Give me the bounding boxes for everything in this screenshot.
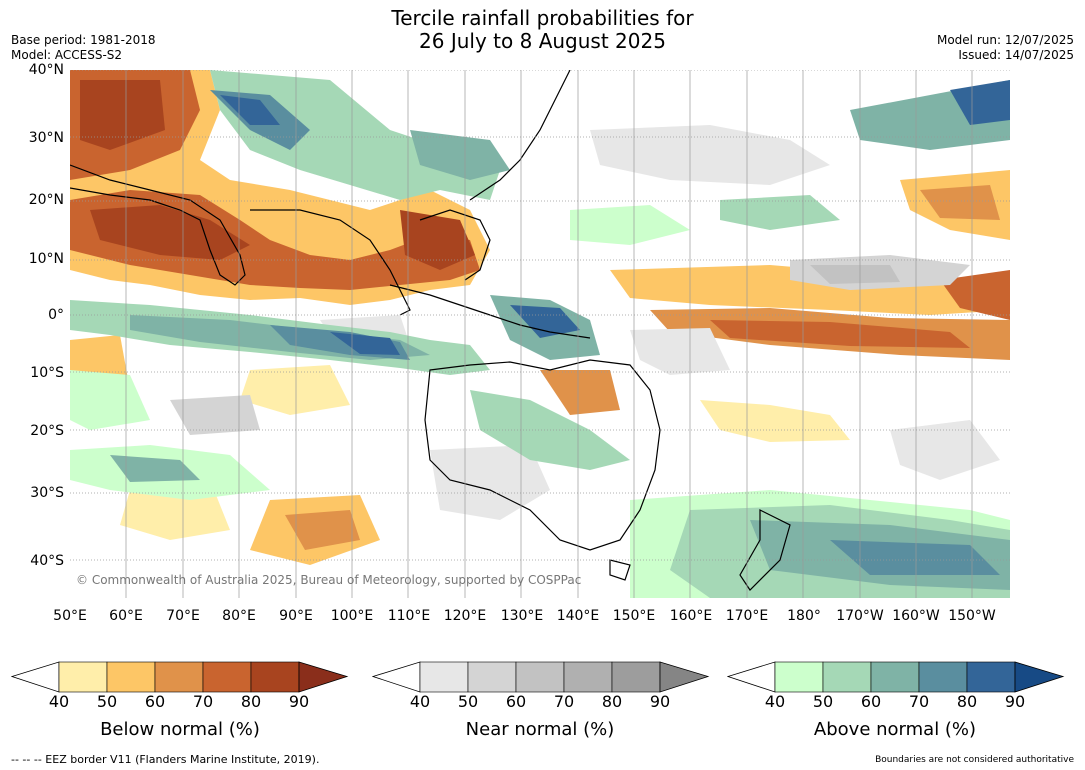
near-colorbar-tick: 40 [409,692,431,711]
boundaries-note: Boundaries are not considered authoritat… [875,755,1074,765]
longitude-label: 180° [787,608,821,624]
below-colorbar-swatch [106,661,156,693]
above-colorbar-swatch [966,661,1016,693]
meridians [125,70,973,598]
below-colorbar-tick: 90 [288,692,310,711]
longitude-label: 150°W [948,608,996,624]
near-colorbar-svg [372,661,710,693]
near-colorbar-tick: 70 [553,692,575,711]
latitude-label: 20°S [30,423,64,439]
longitude-label: 170°W [836,608,884,624]
latitude-label: 40°S [30,553,64,569]
longitude-label: 140°E [556,608,600,624]
copyright-notice: © Commonwealth of Australia 2025, Bureau… [76,573,582,587]
map-title-line1: Tercile rainfall probabilities for [391,6,694,30]
map-title-line2: 26 July to 8 August 2025 [419,29,666,53]
below-colorbar-min-extension [11,661,60,693]
near-colorbar-swatch [563,661,613,693]
latitude-label: 20°N [28,192,64,208]
near-colorbar-swatch [419,661,469,693]
latitude-label: 30°S [30,485,64,501]
model-run-date: Model run: 12/07/2025 [936,33,1074,47]
above-colorbar-swatch [822,661,872,693]
above-colorbar-tick: 70 [908,692,930,711]
latitude-label: 0° [48,307,64,323]
below-colorbar-tick: 40 [48,692,70,711]
gridlines [70,70,1010,561]
latitude-label: 40°N [28,62,64,78]
latitude-label: 30°N [28,130,64,146]
above-normal-regions [70,70,1010,598]
map-canvas [70,70,1010,598]
latitude-label: 10°S [30,365,64,381]
longitude-label: 50°E [53,608,87,624]
issued-date: Issued: 14/07/2025 [958,48,1074,62]
longitude-label: 80°E [222,608,256,624]
near-colorbar-swatch [467,661,517,693]
eez-border-note: -- -- -- EEZ border V11 (Flanders Marine… [11,753,320,766]
longitude-label: 70°E [166,608,200,624]
below-colorbar-svg [11,661,349,693]
coastlines [70,70,791,591]
longitude-label: 120°E [443,608,487,624]
below-colorbar-swatch [202,661,252,693]
near-colorbar-swatch [611,661,661,693]
above-colorbar-swatch [918,661,968,693]
below-normal-regions [70,70,1010,570]
longitude-label: 100°E [330,608,374,624]
longitude-label: 90°E [279,608,313,624]
above-colorbar-tick: 60 [860,692,882,711]
below-colorbar-tick: 80 [240,692,262,711]
longitude-label: 160°E [669,608,713,624]
probability-map: © Commonwealth of Australia 2025, Bureau… [70,70,1010,598]
above-colorbar-tick: 50 [812,692,834,711]
near-colorbar-tick: 90 [649,692,671,711]
above-colorbar-tick: 90 [1004,692,1026,711]
base-period: Base period: 1981-2018 [11,33,156,47]
longitude-label: 150°E [612,608,656,624]
above-colorbar-swatch [774,661,824,693]
below-colorbar-tick: 60 [144,692,166,711]
above-colorbar-tick: 40 [764,692,786,711]
near-colorbar-max-extension [659,661,710,693]
below-colorbar-tick: 70 [192,692,214,711]
near-colorbar-min-extension [372,661,421,693]
longitude-label: 170°E [725,608,769,624]
near-colorbar-tick: 80 [601,692,623,711]
below-normal-label: Below normal (%) [100,719,260,740]
above-colorbar-svg [727,661,1065,693]
longitude-label: 130°E [500,608,544,624]
near-normal-regions [170,125,1000,520]
model-name: Model: ACCESS-S2 [11,48,123,62]
longitude-label: 60°E [109,608,143,624]
latitude-label: 10°N [28,251,64,267]
above-normal-label: Above normal (%) [813,719,977,740]
near-colorbar-swatch [515,661,565,693]
above-colorbar-max-extension [1014,661,1065,693]
above-colorbar-swatch [870,661,920,693]
above-colorbar-min-extension [727,661,776,693]
longitude-label: 110°E [387,608,431,624]
near-colorbar-tick: 60 [505,692,527,711]
above-colorbar-tick: 80 [956,692,978,711]
below-colorbar-swatch [250,661,300,693]
below-colorbar-max-extension [298,661,349,693]
below-colorbar-swatch [58,661,108,693]
near-normal-label: Near normal (%) [465,719,615,740]
longitude-label: 160°W [892,608,940,624]
near-colorbar-tick: 50 [457,692,479,711]
below-colorbar-tick: 50 [96,692,118,711]
below-colorbar-swatch [154,661,204,693]
